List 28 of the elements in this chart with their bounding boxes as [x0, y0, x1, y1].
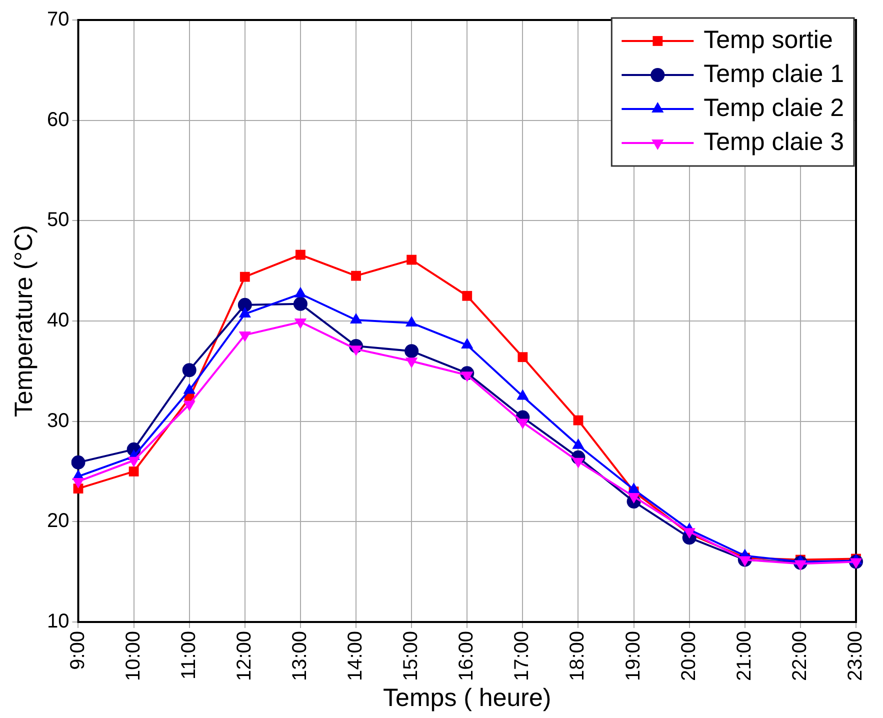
y-tick-label: 30 [46, 410, 70, 432]
x-tick-label: 10:00 [122, 630, 144, 682]
y-tick-label: 10 [46, 610, 70, 632]
y-tick-label: 40 [46, 309, 70, 332]
x-tick-label: 18:00 [566, 630, 589, 682]
x-tick-label: 20:00 [678, 630, 700, 682]
y-tick-label: 20 [46, 510, 70, 532]
y-tick-label: 50 [46, 209, 70, 232]
x-axis-title: Temps ( heure) [383, 684, 552, 712]
x-tick-label: 13:00 [288, 630, 311, 682]
x-tick-label: 11:00 [178, 630, 200, 680]
x-tick-label: 12:00 [233, 630, 256, 682]
x-tick-label: 22:00 [788, 630, 811, 682]
legend-label: Temp claie 3 [704, 128, 844, 156]
y-tick-label: 60 [46, 108, 70, 131]
legend-label: Temp claie 2 [704, 94, 844, 122]
x-tick-label: 9:00 [66, 630, 89, 670]
x-tick-label: 16:00 [456, 630, 478, 682]
legend-label: Temp claie 1 [704, 60, 844, 88]
x-tick-label: 14:00 [344, 630, 367, 682]
y-axis-title: Temperature (°C) [10, 224, 38, 417]
x-tick-label: 17:00 [511, 630, 534, 682]
y-tick-label: 70 [46, 8, 70, 31]
legend-label: Temp sortie [704, 26, 833, 54]
x-tick-label: 15:00 [400, 630, 422, 682]
x-tick-label: 19:00 [622, 630, 644, 682]
x-tick-label: 23:00 [844, 630, 867, 682]
x-tick-label: 21:00 [733, 630, 756, 682]
